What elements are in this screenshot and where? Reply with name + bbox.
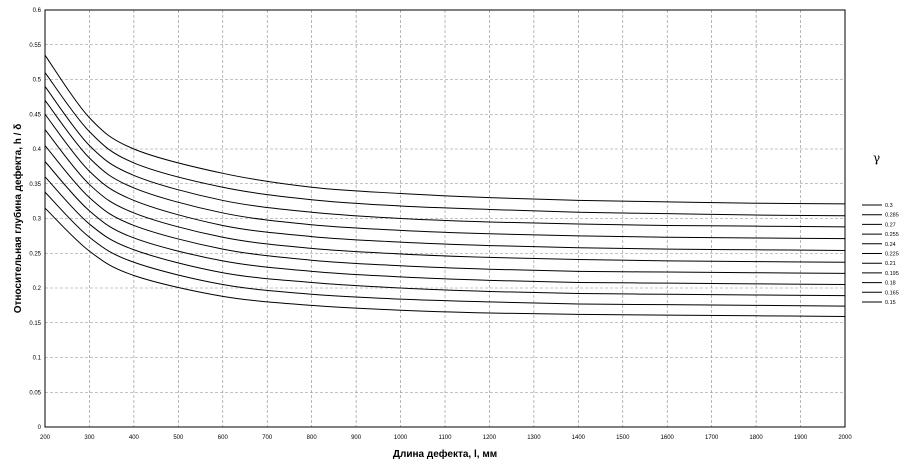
x-tick-label: 300 [84,435,95,441]
y-tick-label: 0.15 [29,321,41,327]
series-line [44,86,846,228]
legend-label: 0.24 [885,242,896,248]
series-lines [44,54,846,317]
series-line [44,176,846,297]
y-tick-label: 0.5 [33,78,42,84]
y-tick-label: 0.4 [33,147,42,153]
legend-label: 0.15 [885,300,896,306]
legend-label: 0.195 [885,271,899,277]
y-tick-label: 0.35 [29,182,41,188]
y-tick-label: 0 [38,425,42,431]
x-tick-label: 1700 [705,435,719,441]
x-tick-labels: 200 300 400 500 600 700 800 900 1000 1100 1200 1300… [40,435,852,441]
series-line [44,72,846,217]
y-tick-label: 0.1 [33,356,42,362]
series-line [44,161,846,286]
x-tick-label: 1000 [394,435,408,441]
legend-label: 0.165 [885,290,899,296]
y-tick-labels: 0 0.05 0.1 0.15 0.2 0.25 0.3 0.35 0.4 0.45 0.5 0.55… [29,8,41,431]
series-line [44,191,846,307]
y-tick-label: 0.25 [29,251,41,257]
y-tick-label: 0.3 [33,217,42,223]
x-tick-label: 1600 [661,435,675,441]
y-tick-label: 0.05 [29,390,41,396]
x-tick-label: 1900 [794,435,808,441]
x-tick-label: 1200 [483,435,497,441]
x-tick-label: 1300 [527,435,541,441]
x-tick-label: 400 [129,435,140,441]
y-tick-label: 0.6 [33,8,42,14]
grid [44,9,846,428]
x-tick-label: 200 [40,435,51,441]
legend-title: γ [873,151,880,165]
plot-frame [44,9,846,428]
series-line [44,129,846,263]
x-tick-label: 1800 [749,435,763,441]
x-tick-label: 500 [173,435,184,441]
y-tick-label: 0.55 [29,43,41,49]
x-tick-label: 700 [262,435,273,441]
x-tick-label: 800 [307,435,318,441]
series-line [44,54,846,205]
legend-label: 0.225 [885,252,899,258]
legend-label: 0.255 [885,232,899,238]
x-tick-label: 1500 [616,435,630,441]
y-tick-label: 0.2 [33,286,42,292]
legend-label: 0.3 [885,203,893,209]
legend-label: 0.285 [885,213,899,219]
x-tick-label: 1400 [572,435,586,441]
series-line [44,207,846,317]
series-line [44,100,846,240]
x-tick-label: 1100 [439,435,453,441]
series-line [44,145,846,274]
legend-label: 0.21 [885,261,896,267]
x-tick-label: 900 [351,435,362,441]
y-tick-label: 0.45 [29,112,41,118]
y-axis-title: Относительная глубина дефекта, h / δ [12,124,24,314]
legend-label: 0.27 [885,222,896,228]
x-tick-label: 600 [218,435,229,441]
legend-label: 0.18 [885,281,896,287]
x-axis-title: Длина дефекта, l, мм [393,448,497,460]
legend: 0.3 0.285 0.27 0.255 0.24 0.225 0.21 0.195 0.18 0… [862,203,899,306]
x-tick-label: 2000 [838,435,852,441]
series-line [44,113,846,251]
